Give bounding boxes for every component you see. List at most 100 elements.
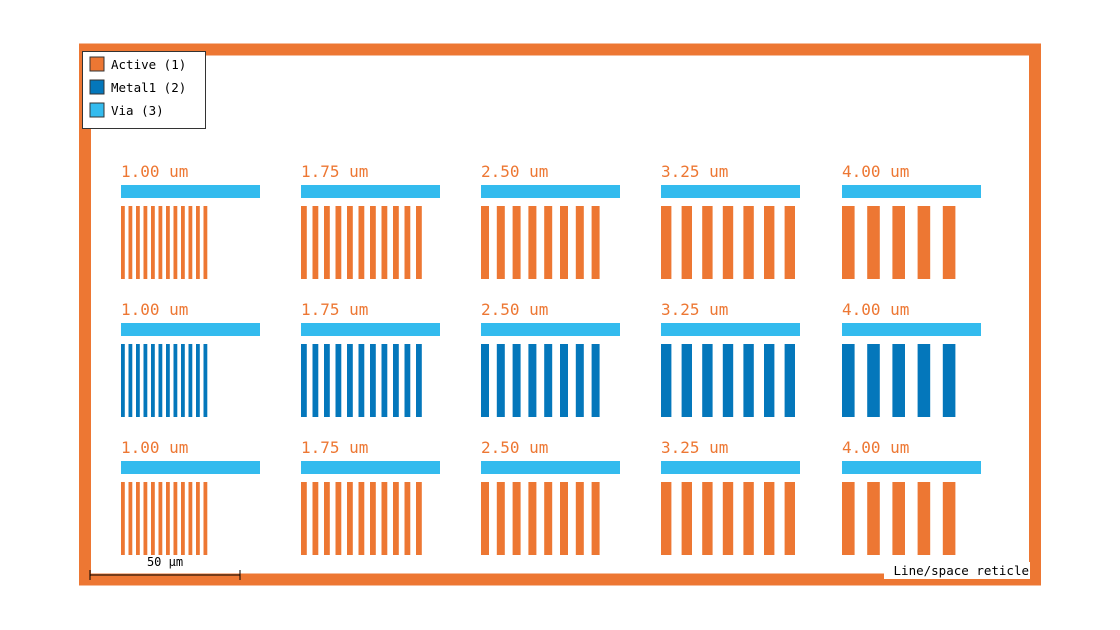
via-bar: [481, 323, 620, 336]
legend-swatch: [89, 79, 105, 95]
pattern-line: [867, 482, 880, 555]
pattern-cell: 1.00 um: [121, 162, 260, 279]
pattern-line: [867, 344, 880, 417]
pattern-line: [381, 344, 388, 417]
pattern-line: [188, 206, 193, 279]
pattern-line: [136, 344, 140, 417]
pattern-line: [158, 482, 163, 555]
pattern-line: [481, 482, 489, 555]
pattern-line: [560, 482, 568, 555]
pattern-line: [181, 482, 185, 555]
via-bar: [121, 185, 260, 198]
pattern-line: [203, 482, 208, 555]
pattern-line: [942, 206, 956, 279]
pattern-line: [681, 344, 692, 417]
pattern-line: [404, 482, 411, 555]
pattern-line: [166, 206, 170, 279]
scale-bar: 50 µm: [89, 555, 241, 580]
pattern-pitch-label: 1.75 um: [301, 438, 368, 457]
via-bar: [121, 323, 260, 336]
pattern-line: [196, 482, 200, 555]
pattern-line: [591, 344, 600, 417]
pattern-line: [312, 482, 319, 555]
pattern-pitch-label: 4.00 um: [842, 162, 909, 181]
pattern-cell: 2.50 um: [481, 162, 620, 279]
pattern-line: [512, 206, 521, 279]
pattern-line: [764, 206, 775, 279]
caption-background: [884, 562, 1030, 579]
pattern-pitch-label: 1.00 um: [121, 438, 188, 457]
pattern-line: [335, 206, 342, 279]
pattern-cell: 3.25 um: [661, 162, 800, 279]
pattern-pitch-label: 2.50 um: [481, 300, 548, 319]
pattern-line: [358, 344, 365, 417]
legend: Active (1) Metal1 (2) Via (3): [82, 51, 206, 129]
pattern-line: [358, 482, 365, 555]
pattern-line: [370, 482, 376, 555]
pattern-line: [324, 482, 330, 555]
pattern-line: [702, 482, 713, 555]
pattern-line: [917, 344, 931, 417]
pattern-line: [173, 344, 178, 417]
pattern-pitch-label: 4.00 um: [842, 300, 909, 319]
pattern-line: [512, 344, 521, 417]
pattern-pitch-label: 3.25 um: [661, 162, 728, 181]
pattern-line: [158, 344, 163, 417]
legend-swatch: [89, 56, 105, 72]
pattern-line: [942, 344, 956, 417]
pattern-line: [784, 206, 795, 279]
pattern-line: [544, 482, 553, 555]
scale-bar-label: 50 µm: [147, 555, 183, 569]
pattern-line: [381, 482, 388, 555]
via-bar: [301, 323, 440, 336]
pattern-cell: 4.00 um: [842, 438, 981, 555]
pattern-cell: 4.00 um: [842, 162, 981, 279]
pattern-cell: 2.50 um: [481, 300, 620, 417]
pattern-line: [575, 482, 584, 555]
pattern-line: [743, 482, 754, 555]
pattern-cell: 1.00 um: [121, 300, 260, 417]
pattern-pitch-label: 2.50 um: [481, 438, 548, 457]
pattern-line: [393, 344, 399, 417]
pattern-line: [404, 206, 411, 279]
pattern-line: [784, 344, 795, 417]
pattern-line: [121, 482, 125, 555]
pattern-line: [143, 206, 148, 279]
via-bar: [121, 461, 260, 474]
pattern-line: [347, 482, 353, 555]
pattern-pitch-label: 1.00 um: [121, 162, 188, 181]
via-bar: [842, 461, 981, 474]
via-bar: [842, 185, 981, 198]
pattern-cell: 1.75 um: [301, 162, 440, 279]
pattern-line: [301, 482, 307, 555]
pattern-line: [188, 482, 193, 555]
pattern-line: [681, 206, 692, 279]
pattern-line: [743, 206, 754, 279]
pattern-line: [544, 206, 553, 279]
pattern-line: [196, 344, 200, 417]
pattern-line: [136, 206, 140, 279]
pattern-cell: 4.00 um: [842, 300, 981, 417]
pattern-line: [151, 482, 155, 555]
pattern-line: [143, 344, 148, 417]
pattern-line: [381, 206, 388, 279]
pattern-line: [544, 344, 553, 417]
pattern-line: [158, 206, 163, 279]
via-bar: [842, 323, 981, 336]
legend-label: Active (1): [111, 57, 186, 72]
via-bar: [301, 185, 440, 198]
pattern-line: [867, 206, 880, 279]
pattern-line: [528, 482, 537, 555]
pattern-line: [416, 482, 422, 555]
caption-text: Line/space reticle: [894, 563, 1029, 578]
pattern-line: [528, 206, 537, 279]
pattern-line: [347, 206, 353, 279]
pattern-pitch-label: 1.75 um: [301, 162, 368, 181]
pattern-line: [496, 206, 505, 279]
pattern-line: [324, 206, 330, 279]
pattern-line: [301, 344, 307, 417]
pattern-line: [370, 206, 376, 279]
via-bar: [661, 323, 800, 336]
pattern-line: [121, 206, 125, 279]
